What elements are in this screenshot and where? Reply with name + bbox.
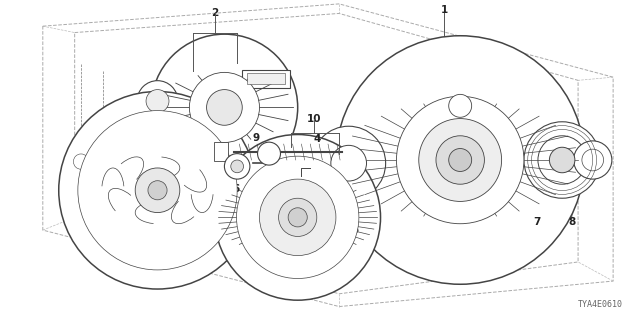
Circle shape [549, 147, 575, 173]
Circle shape [419, 119, 502, 201]
Circle shape [449, 148, 472, 172]
Circle shape [524, 122, 600, 198]
Text: 7: 7 [533, 217, 540, 227]
Circle shape [215, 134, 381, 300]
Circle shape [207, 90, 243, 125]
Circle shape [59, 92, 256, 289]
Circle shape [189, 72, 259, 142]
Text: 10: 10 [307, 114, 321, 124]
Bar [95, 171, 118, 184]
Circle shape [312, 126, 386, 200]
Circle shape [259, 179, 336, 256]
Circle shape [135, 168, 180, 212]
Text: 1: 1 [440, 5, 448, 15]
Circle shape [146, 90, 169, 113]
Circle shape [148, 181, 167, 200]
Circle shape [225, 154, 250, 179]
Text: 9: 9 [253, 133, 260, 143]
Text: 4: 4 [313, 134, 321, 144]
Circle shape [137, 81, 178, 122]
Bar [242, 70, 290, 87]
Bar [70, 150, 93, 168]
Text: 5: 5 [351, 225, 358, 235]
Circle shape [92, 156, 115, 180]
Circle shape [78, 111, 237, 270]
Circle shape [257, 142, 280, 165]
Circle shape [151, 34, 298, 181]
Text: 2: 2 [211, 8, 218, 19]
Circle shape [336, 36, 584, 284]
Circle shape [538, 136, 586, 184]
Circle shape [436, 136, 484, 184]
Circle shape [98, 162, 109, 174]
Circle shape [237, 156, 359, 278]
Text: TYA4E0610: TYA4E0610 [578, 300, 623, 309]
Circle shape [449, 94, 472, 117]
Circle shape [74, 154, 89, 169]
Bar [214, 142, 228, 161]
Circle shape [288, 208, 307, 227]
Circle shape [231, 160, 244, 173]
Circle shape [331, 145, 367, 181]
Circle shape [573, 141, 612, 179]
Circle shape [278, 198, 317, 236]
Text: 8: 8 [568, 217, 575, 227]
Bar [247, 73, 285, 84]
Circle shape [396, 96, 524, 224]
Text: 6: 6 [232, 184, 239, 194]
Text: 3: 3 [97, 142, 104, 152]
